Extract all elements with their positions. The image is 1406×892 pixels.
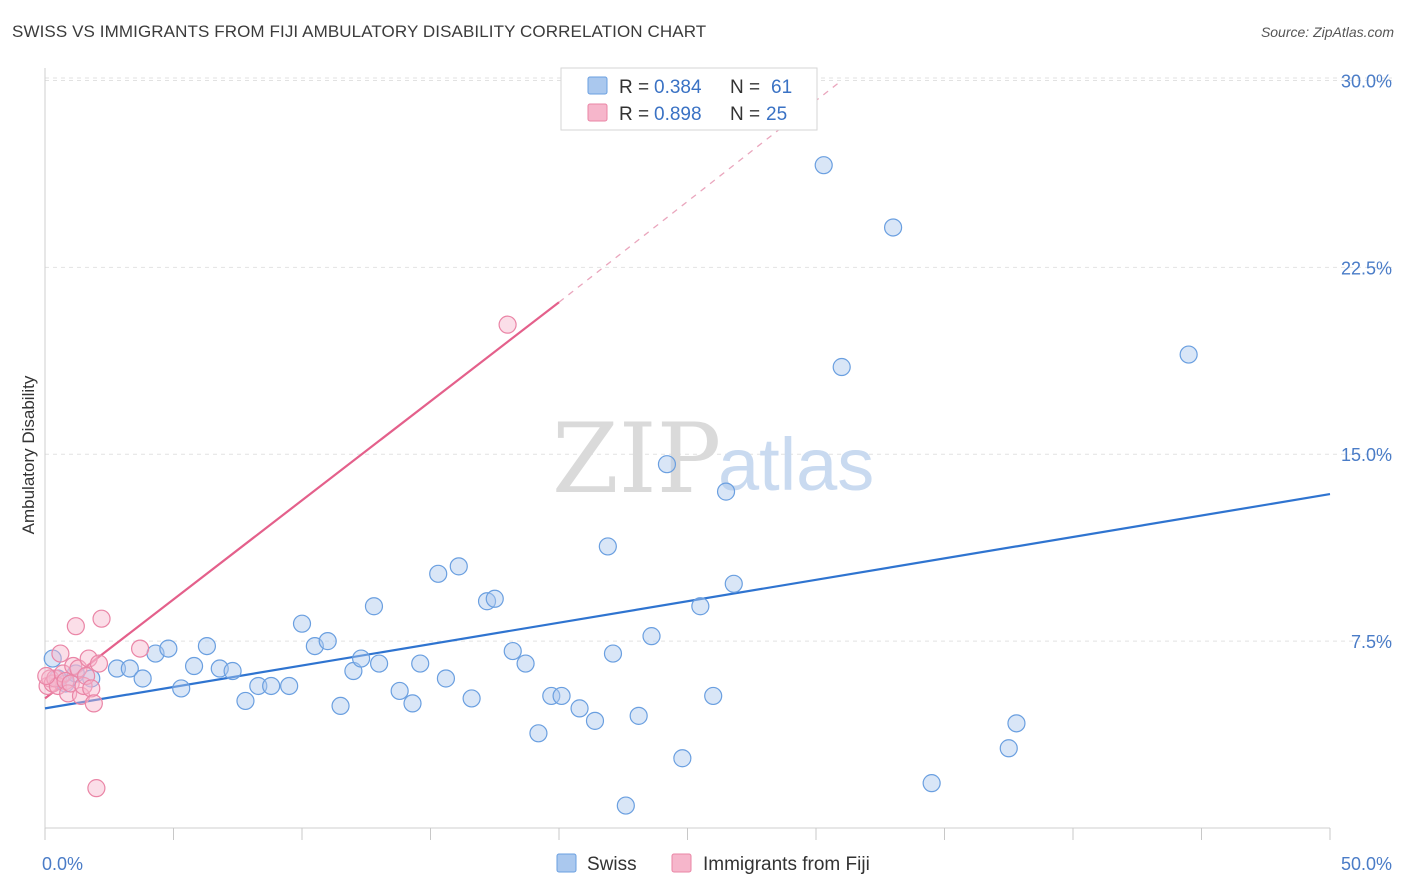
point-fiji-24 [37,666,56,686]
point-swiss-39 [542,686,561,706]
point-swiss-7 [133,669,152,688]
axes [44,68,1331,840]
source-label: Source: ZipAtlas.com [1260,24,1394,40]
point-swiss-24 [352,649,371,668]
legend-swatch-fiji [587,103,608,122]
point-swiss-5 [107,659,127,678]
point-swiss-17 [262,676,281,696]
point-swiss-14 [223,661,242,681]
y-tick-label-3: 30.0% [1341,71,1392,91]
legend: R = 0.384 N = 61 R = 0.898 N = 25 [560,67,818,131]
point-swiss-55 [832,357,851,377]
point-swiss-47 [642,627,661,646]
point-swiss-29 [411,654,430,673]
point-swiss-12 [197,636,217,656]
point-swiss-60 [1179,345,1198,364]
point-fiji-19 [87,779,106,798]
point-swiss-11 [184,656,204,676]
point-swiss-9 [159,639,178,658]
legend-r-label-fiji: R = [619,104,649,125]
point-swiss-6 [120,659,139,678]
legend-swatch-swiss [587,76,608,95]
x-tick-labels: 0.0% 50.0% [42,854,1392,874]
point-swiss-38 [529,724,548,743]
trend-lines [44,79,1331,710]
bottom-legend-label-swiss: Swiss [587,854,637,875]
point-fiji-18 [84,694,103,713]
legend-r-value-swiss: 0.384 [654,77,702,98]
point-swiss-37 [516,654,535,673]
y-tick-label-2: 22.5% [1341,258,1392,278]
point-swiss-40 [552,686,571,706]
legend-n-label-swiss: N = [730,77,760,98]
bottom-legend-label-fiji: Immigrants from Fiji [703,854,870,875]
point-fiji-16 [79,649,98,668]
point-swiss-48 [657,455,677,474]
point-swiss-51 [704,686,723,706]
point-swiss-52 [716,482,736,501]
legend-r-label-swiss: R = [619,77,649,98]
point-swiss-30 [429,564,448,583]
point-swiss-32 [449,557,468,576]
point-swiss-19 [292,614,312,633]
point-swiss-35 [485,589,504,608]
watermark-zip: ZIP [552,403,721,515]
legend-r-value-fiji: 0.898 [654,104,702,125]
point-fiji-23 [498,315,517,334]
point-swiss-43 [598,537,617,556]
point-swiss-56 [883,218,903,237]
point-swiss-46 [629,706,648,725]
point-swiss-41 [570,699,589,718]
bottom-legend: Swiss Immigrants from Fiji [556,853,870,875]
point-swiss-44 [603,644,623,663]
point-fiji-5 [51,644,70,663]
watermark: ZIP atlas [552,403,874,515]
trend-line-swiss [44,493,1331,710]
y-tick-label-1: 15.0% [1341,445,1392,465]
data-points [37,156,1198,815]
x-tick-label-0: 0.0% [42,854,83,874]
bottom-legend-swatch-swiss [556,853,577,873]
trend-line-fiji [44,301,560,700]
point-swiss-27 [390,681,409,701]
point-swiss-50 [691,597,710,616]
point-swiss-57 [922,774,941,793]
y-tick-labels: 7.5% 15.0% 22.5% 30.0% [1341,71,1392,652]
point-swiss-28 [403,694,422,713]
point-swiss-36 [503,641,522,661]
point-swiss-33 [462,689,481,708]
point-swiss-42 [585,711,605,730]
point-swiss-45 [616,796,635,815]
y-axis-title: Ambulatory Disability [19,375,38,534]
y-tick-label-0: 7.5% [1351,632,1392,652]
point-swiss-54 [814,156,833,175]
point-swiss-26 [370,654,389,673]
point-swiss-21 [318,632,337,651]
point-swiss-25 [364,597,384,616]
point-swiss-53 [724,574,743,593]
bottom-legend-swatch-fiji [671,853,692,873]
point-fiji-22 [130,639,150,658]
legend-n-value-swiss: 61 [771,77,792,98]
point-swiss-59 [1007,714,1026,733]
point-swiss-58 [999,739,1018,758]
legend-n-label-fiji: N = [730,104,760,125]
point-swiss-31 [436,669,456,688]
point-fiji-11 [66,617,85,636]
chart-title: SWISS VS IMMIGRANTS FROM FIJI AMBULATORY… [12,22,707,41]
point-fiji-21 [92,609,111,628]
legend-n-value-fiji: 25 [766,104,787,125]
point-swiss-16 [249,676,268,696]
point-fiji-20 [89,654,109,673]
point-swiss-18 [280,676,299,696]
point-swiss-49 [673,749,692,768]
point-swiss-10 [172,679,191,698]
watermark-atlas: atlas [718,423,874,506]
point-fiji-17 [82,679,101,698]
point-swiss-15 [236,691,255,711]
point-swiss-22 [331,696,350,716]
x-tick-label-1: 50.0% [1341,854,1392,874]
